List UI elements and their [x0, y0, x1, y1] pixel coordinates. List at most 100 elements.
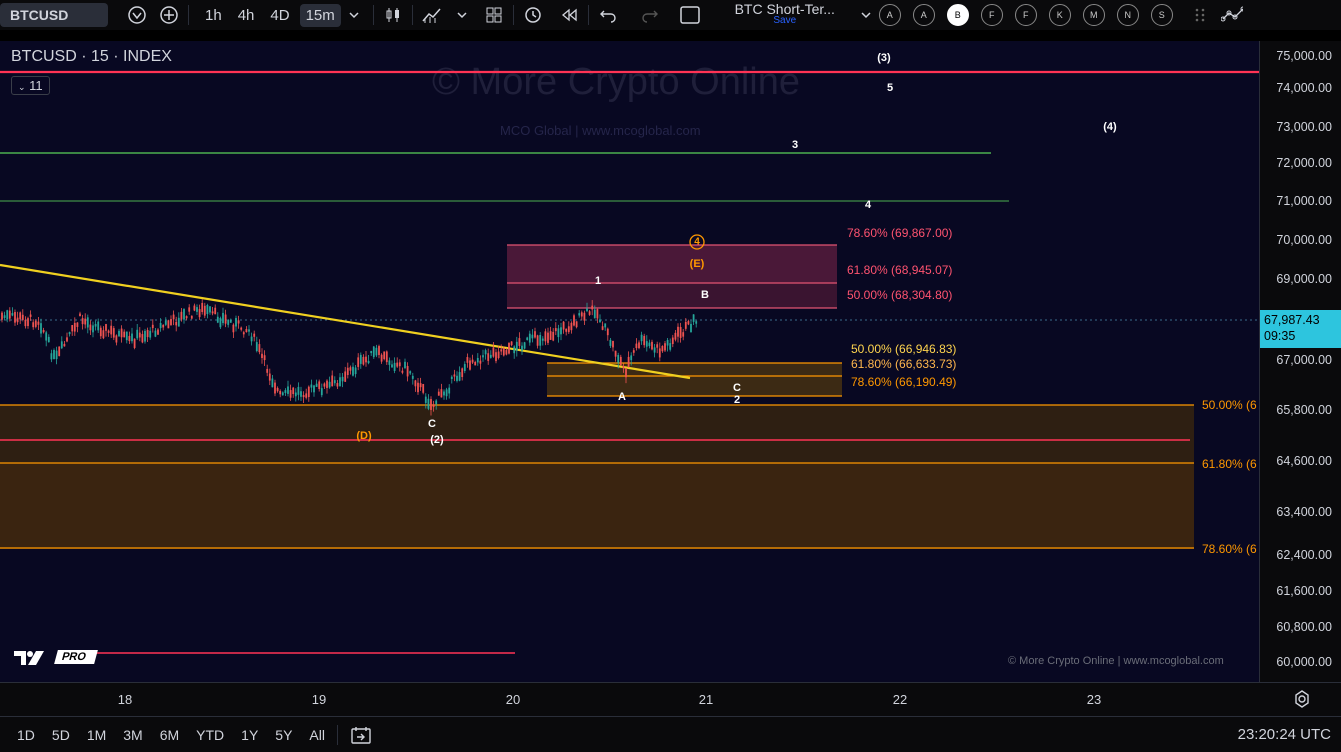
chevron-down-icon[interactable]	[855, 4, 877, 26]
candle-body	[604, 323, 607, 328]
interval-4D[interactable]: 4D	[270, 6, 290, 24]
range-6M[interactable]: 6M	[159, 726, 180, 743]
layout-grid-icon[interactable]	[483, 4, 505, 26]
candle-body	[336, 383, 339, 387]
settings-gear-icon[interactable]	[1293, 690, 1311, 713]
profile-circle-s[interactable]: S	[1150, 4, 1173, 26]
range-YTD[interactable]: YTD	[196, 726, 225, 743]
add-symbol-icon[interactable]	[158, 4, 180, 26]
candle-body	[274, 382, 276, 394]
profile-circle-f2[interactable]: F	[1014, 4, 1037, 26]
candle-body	[352, 366, 354, 376]
chart-title[interactable]: BTCUSD · 15 · INDEX	[11, 48, 172, 65]
candle-body	[677, 326, 679, 337]
wave-label-3-paren: (3)	[877, 52, 891, 64]
profile-circle-n[interactable]: N	[1116, 4, 1139, 26]
candle-body	[476, 357, 479, 363]
range-All[interactable]: All	[309, 726, 325, 743]
candles-icon[interactable]	[382, 4, 404, 26]
time-tick: 22	[892, 692, 908, 707]
chevron-down-icon[interactable]	[343, 4, 365, 26]
range-5Y[interactable]: 5Y	[275, 726, 293, 743]
interval-1h[interactable]: 1h	[205, 6, 222, 24]
candle-body	[385, 351, 388, 363]
profile-circle-m[interactable]: M	[1082, 4, 1105, 26]
candle-body	[495, 352, 497, 362]
trend-path-icon[interactable]	[1220, 4, 1243, 26]
candle-body	[227, 319, 230, 325]
candle-body	[315, 383, 318, 387]
candle-body	[440, 389, 443, 398]
divider	[188, 5, 189, 25]
profile-circle-k[interactable]: K	[1048, 4, 1071, 26]
symbol-search-button[interactable]: BTCUSD	[0, 3, 108, 27]
candle-body	[245, 328, 248, 333]
candle-body	[427, 398, 430, 409]
candle-body	[125, 331, 128, 341]
profile-circle-b[interactable]: B	[946, 4, 969, 26]
time-tick: 19	[311, 692, 327, 707]
candle-body	[97, 321, 100, 331]
redo-icon[interactable]	[639, 4, 661, 26]
fib-mid-618-label: 61.80% (66,633.73)	[851, 357, 957, 371]
indicators-toggle[interactable]: ⌄ 11	[11, 76, 50, 95]
candle-body	[443, 391, 445, 396]
candle-body	[669, 343, 672, 350]
candle-body	[523, 342, 526, 349]
price-tick: 69,000.00	[1276, 272, 1332, 286]
range-1D[interactable]: 1D	[17, 726, 35, 743]
save-button[interactable]: Save	[773, 15, 797, 26]
candle-body	[141, 334, 144, 343]
candle-body	[601, 326, 604, 330]
candle-body	[489, 354, 492, 358]
range-1M[interactable]: 1M	[86, 726, 107, 743]
wave-label-C-right: C	[733, 382, 741, 394]
candle-body	[349, 367, 352, 371]
layout-name[interactable]: BTC Short-Ter... Save	[715, 2, 855, 27]
candle-body	[276, 387, 279, 392]
candle-body	[513, 346, 516, 354]
candle-body	[92, 325, 94, 333]
compare-icon[interactable]	[126, 4, 148, 26]
price-axis[interactable]: 75,000.00 74,000.00 73,000.00 72,000.00 …	[1259, 41, 1341, 682]
candle-body	[656, 344, 659, 348]
replay-icon[interactable]	[558, 4, 580, 26]
chevron-down-icon[interactable]	[451, 4, 473, 26]
candle-body	[151, 324, 154, 329]
price-tick: 63,400.00	[1276, 505, 1332, 519]
candle-body	[180, 311, 183, 320]
range-5D[interactable]: 5D	[51, 726, 70, 743]
candle-body	[466, 357, 469, 363]
time-axis[interactable]: 18 19 20 21 22 23	[0, 682, 1341, 716]
undo-icon[interactable]	[597, 4, 619, 26]
candle-body	[609, 339, 612, 346]
candle-body	[671, 337, 674, 345]
candle-body	[50, 353, 53, 360]
candle-body	[515, 341, 518, 351]
candle-body	[229, 319, 232, 323]
profile-circle-a2[interactable]: A	[912, 4, 935, 26]
candle-body	[518, 338, 521, 346]
range-1Y[interactable]: 1Y	[241, 726, 259, 743]
interval-15m[interactable]: 15m	[299, 3, 341, 27]
candle-body	[170, 319, 172, 326]
candle-body	[105, 324, 107, 331]
candle-body	[21, 314, 24, 320]
fullscreen-box-icon[interactable]	[679, 4, 701, 26]
utc-clock[interactable]: 23:20:24 UTC	[1237, 726, 1331, 743]
interval-4h[interactable]: 4h	[237, 6, 255, 24]
alert-clock-icon[interactable]	[522, 4, 544, 26]
profile-circle-f1[interactable]: F	[980, 4, 1003, 26]
drag-handle-icon[interactable]	[1189, 4, 1211, 26]
indicators-icon[interactable]	[421, 4, 443, 26]
range-3M[interactable]: 3M	[123, 726, 143, 743]
price-tick: 61,600.00	[1276, 584, 1332, 598]
candle-body	[593, 309, 596, 319]
goto-date-icon[interactable]	[350, 725, 372, 745]
candle-body	[692, 314, 695, 322]
chart-pane[interactable]: BTCUSD · 15 · INDEX ⌄ 11 © More Crypto O…	[0, 41, 1259, 682]
candle-body	[203, 305, 206, 316]
candle-body	[450, 376, 453, 380]
profile-circle-a1[interactable]: A	[878, 4, 901, 26]
candle-body	[235, 317, 237, 327]
